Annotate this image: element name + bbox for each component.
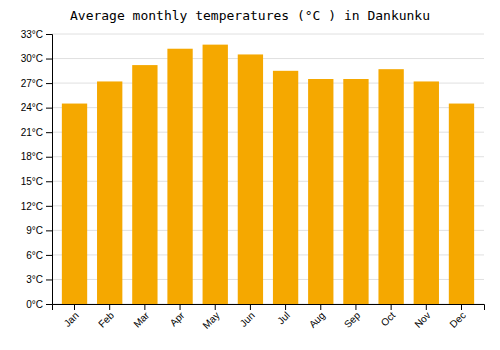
bar bbox=[414, 81, 439, 304]
bar bbox=[132, 65, 157, 304]
x-tick-mark bbox=[285, 304, 286, 310]
x-tick: Nov bbox=[412, 304, 432, 330]
y-tick-mark bbox=[46, 181, 52, 182]
x-tick-mark bbox=[320, 304, 321, 310]
y-tick-mark bbox=[46, 34, 52, 35]
y-tick: 0°C bbox=[26, 299, 52, 310]
plot-area: 0°C 3°C 6°C 9°C 12°C 15°C 18°C 21°C 24°C 27°C 30°C… bbox=[21, 29, 485, 331]
grid-line bbox=[52, 58, 484, 59]
y-tick-mark bbox=[46, 108, 52, 109]
x-tick: Jun bbox=[238, 304, 257, 329]
x-tick: Oct bbox=[379, 304, 398, 328]
y-tick-mark bbox=[46, 83, 52, 84]
y-tick-label: 18°C bbox=[21, 151, 43, 162]
bars bbox=[62, 45, 474, 304]
y-tick-label: 33°C bbox=[21, 29, 43, 40]
bar bbox=[97, 81, 122, 304]
x-tick: Dec bbox=[447, 304, 467, 330]
x-tick-label: May bbox=[200, 310, 221, 331]
x-tick-mark bbox=[74, 304, 75, 310]
y-tick-mark bbox=[46, 304, 52, 305]
x-tick-mark bbox=[215, 304, 216, 310]
y-tick: 30°C bbox=[21, 53, 52, 64]
y-tick-mark bbox=[46, 157, 52, 158]
bar bbox=[378, 69, 403, 304]
chart-title: Average monthly temperatures (°C ) in Da… bbox=[70, 8, 430, 23]
x-tick-label: Feb bbox=[96, 309, 116, 329]
y-tick-mark bbox=[46, 279, 52, 280]
x-tick: Jul bbox=[275, 304, 292, 326]
chart-svg: Average monthly temperatures (°C ) in Da… bbox=[0, 0, 500, 350]
y-tick-label: 3°C bbox=[26, 274, 43, 285]
x-tick: Mar bbox=[131, 304, 151, 330]
x-tick-label: Sep bbox=[342, 309, 363, 330]
y-tick: 21°C bbox=[21, 127, 52, 138]
y-tick-label: 9°C bbox=[26, 225, 43, 236]
x-tick-mark bbox=[144, 304, 145, 310]
x-tick: Jan bbox=[62, 304, 81, 329]
bar bbox=[308, 79, 333, 304]
y-tick-label: 15°C bbox=[21, 176, 43, 187]
bar bbox=[343, 79, 368, 304]
bar bbox=[449, 104, 474, 304]
y-tick-label: 21°C bbox=[21, 127, 43, 138]
x-tick-label: Dec bbox=[447, 310, 467, 330]
y-tick: 12°C bbox=[21, 201, 52, 212]
bar bbox=[238, 54, 263, 304]
y-tick: 33°C bbox=[21, 29, 52, 40]
x-tick-mark bbox=[426, 304, 427, 310]
x-tick-mark bbox=[391, 304, 392, 310]
x-tick-label: Jul bbox=[275, 310, 292, 327]
bar bbox=[62, 104, 87, 304]
x-tick-label: Nov bbox=[412, 310, 432, 330]
y-tick: 18°C bbox=[21, 151, 52, 162]
x-tick: Apr bbox=[168, 304, 187, 328]
x-tick-label: Mar bbox=[131, 309, 151, 329]
y-tick-mark bbox=[46, 132, 52, 133]
y-tick: 15°C bbox=[21, 176, 52, 187]
x-axis: Jan Feb Mar Apr May Jun Jul Aug Sep Oct Nov Dec bbox=[53, 304, 485, 331]
y-tick-label: 24°C bbox=[21, 102, 43, 113]
y-axis: 0°C 3°C 6°C 9°C 12°C 15°C 18°C 21°C 24°C 27°C 30°C… bbox=[21, 29, 53, 310]
y-tick-label: 0°C bbox=[26, 299, 43, 310]
x-tick-mark bbox=[109, 304, 110, 310]
y-tick-label: 6°C bbox=[26, 250, 43, 261]
x-axis-line bbox=[53, 305, 485, 311]
grid bbox=[52, 34, 484, 304]
y-tick: 3°C bbox=[26, 274, 52, 285]
bar bbox=[203, 45, 228, 304]
y-tick-mark bbox=[46, 59, 52, 60]
y-tick: 24°C bbox=[21, 102, 52, 113]
x-tick: Sep bbox=[342, 304, 363, 330]
x-tick-label: Apr bbox=[168, 309, 187, 328]
x-tick-mark bbox=[355, 304, 356, 310]
x-tick: Feb bbox=[96, 304, 116, 330]
x-tick-mark bbox=[461, 304, 462, 310]
bar bbox=[167, 49, 192, 304]
y-tick-mark bbox=[46, 255, 52, 256]
x-tick-label: Jan bbox=[62, 310, 81, 329]
y-tick-label: 27°C bbox=[21, 78, 43, 89]
x-tick-label: Aug bbox=[307, 310, 327, 330]
x-tick: May bbox=[200, 304, 221, 331]
y-tick-label: 30°C bbox=[21, 53, 43, 64]
y-axis-line bbox=[46, 35, 53, 305]
grid-line bbox=[52, 34, 484, 35]
y-tick-mark bbox=[46, 206, 52, 207]
y-tick: 9°C bbox=[26, 225, 52, 236]
x-tick-label: Jun bbox=[238, 310, 257, 329]
y-tick-label: 12°C bbox=[21, 201, 43, 212]
x-tick-label: Oct bbox=[379, 310, 398, 329]
y-tick: 6°C bbox=[26, 250, 52, 261]
y-tick-mark bbox=[46, 230, 52, 231]
x-tick: Aug bbox=[307, 304, 327, 330]
y-tick: 27°C bbox=[21, 78, 52, 89]
x-tick-mark bbox=[180, 304, 181, 310]
x-tick-mark bbox=[250, 304, 251, 310]
bar bbox=[273, 71, 298, 304]
